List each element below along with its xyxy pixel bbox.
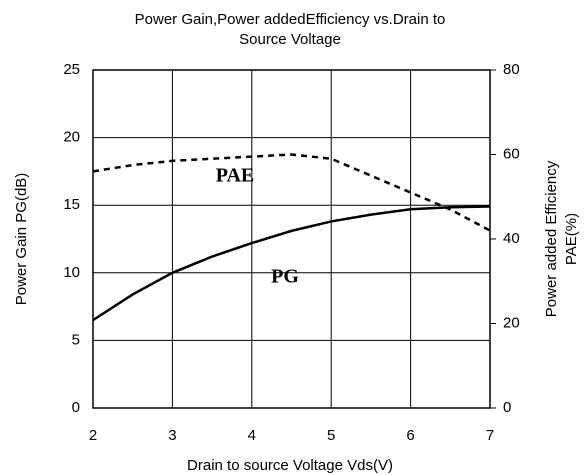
series-annotation: PG [271, 266, 299, 288]
y-tick-label: 5 [72, 331, 80, 348]
y-tick-label: 25 [63, 61, 80, 78]
y2-tick-label: 20 [503, 314, 520, 331]
y2-tick-label: 40 [503, 230, 520, 247]
series-line [92, 205, 491, 322]
x-tick-label: 3 [168, 427, 176, 444]
y2-tick-label: 0 [503, 399, 511, 416]
x-tick-label: 6 [406, 427, 414, 444]
x-tick-label: 4 [248, 427, 256, 444]
y2-tick-label: 60 [503, 145, 520, 162]
y2-tick-label: 80 [503, 61, 520, 78]
series-line [92, 153, 491, 232]
x-tick-label: 7 [486, 427, 494, 444]
y-tick-label: 15 [63, 196, 80, 213]
series-annotation: PAE [216, 165, 255, 187]
chart-title: Source Voltage [239, 31, 341, 48]
y-tick-label: 0 [72, 399, 80, 416]
plot-frame [92, 69, 491, 409]
chart-title: Power Gain,Power addedEfficiency vs.Drai… [135, 11, 446, 28]
x-tick-label: 2 [89, 427, 97, 444]
y-tick-label: 10 [63, 264, 80, 281]
y2-axis-label: Power added Efficiency [543, 160, 560, 317]
y-axis-label: Power Gain PG(dB) [13, 173, 30, 306]
y-tick-label: 20 [63, 129, 80, 146]
y2-axis-label: PAE(%) [563, 213, 580, 265]
x-tick-label: 5 [327, 427, 335, 444]
x-axis-label: Drain to source Voltage Vds(V) [187, 457, 393, 474]
